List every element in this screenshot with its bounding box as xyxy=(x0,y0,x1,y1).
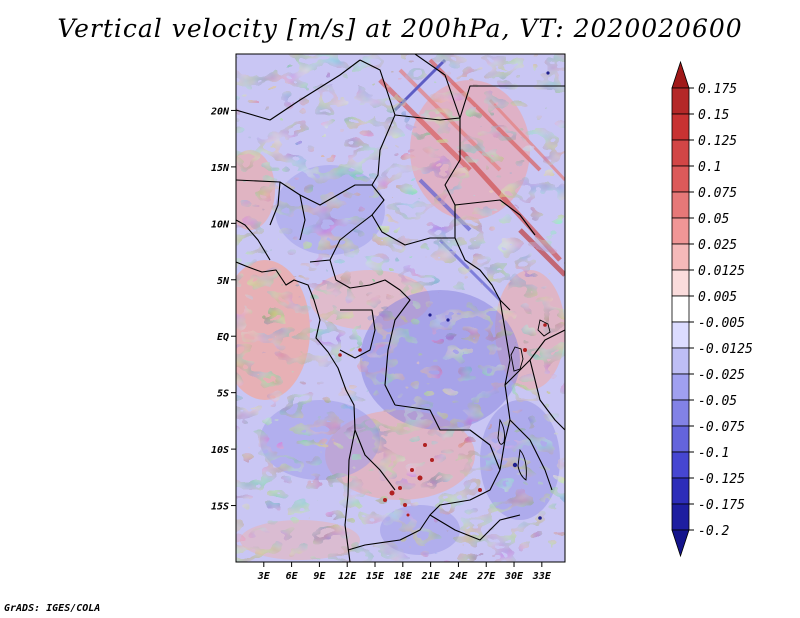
colorbar-swatch xyxy=(671,399,690,427)
lat-tick-label: 15N xyxy=(211,163,230,174)
colorbar: 0.175 0.15 0.125 0.1 0.075 0.05 0.025 0.0125 0.0… xyxy=(671,60,753,558)
country-borders xyxy=(236,54,565,562)
lon-tick-label: 27E xyxy=(476,571,496,582)
colorbar-swatch xyxy=(671,269,690,297)
lon-tick-label: 18E xyxy=(394,571,413,582)
colorbar-swatch xyxy=(671,217,690,245)
colorbar-label: -0.025 xyxy=(698,368,745,383)
colorbar-label: 0.005 xyxy=(698,290,737,305)
colorbar-swatch xyxy=(671,87,690,115)
latitude-axis: 20N 15N 10N 5N EQ 5S 10S 15S xyxy=(210,106,236,513)
colorbar-label: 0.175 xyxy=(698,82,737,97)
lat-tick-label: 15S xyxy=(211,502,229,513)
colorbar-swatch xyxy=(671,451,690,479)
lat-tick-label: 20N xyxy=(210,106,230,117)
colorbar-label: -0.125 xyxy=(698,472,745,487)
map-title: Vertical velocity [m/s] at 200hPa, VT: 2… xyxy=(57,14,743,43)
grads-credit: GrADS: IGES/COLA xyxy=(4,603,101,614)
lat-tick-label: 5N xyxy=(217,276,230,287)
lat-tick-label: 10S xyxy=(211,445,229,456)
lon-tick-label: 9E xyxy=(313,571,326,582)
colorbar-triangle-top xyxy=(671,60,690,89)
lon-tick-label: 30E xyxy=(504,571,524,582)
lon-tick-label: 6E xyxy=(286,571,299,582)
colorbar-label: -0.1 xyxy=(698,446,729,461)
colorbar-swatch xyxy=(671,113,690,141)
longitude-axis: 3E 6E 9E 12E 15E 18E 21E 24E 27E 30E 33E xyxy=(257,562,552,582)
lon-tick-label: 24E xyxy=(448,571,468,582)
colorbar-label: -0.005 xyxy=(698,316,745,331)
plot-frame xyxy=(235,53,566,563)
colorbar-triangle-bottom xyxy=(671,529,690,558)
colorbar-label: -0.0125 xyxy=(698,342,753,357)
lon-tick-label: 3E xyxy=(257,571,271,582)
colorbar-label: -0.2 xyxy=(698,524,729,539)
colorbar-swatch xyxy=(671,243,690,271)
colorbar-swatch xyxy=(671,477,690,505)
lat-tick-label: EQ xyxy=(217,332,229,343)
colorbar-swatch xyxy=(671,295,690,323)
colorbar-swatch xyxy=(671,347,690,375)
colorbar-label: 0.025 xyxy=(698,238,737,253)
map-plot: 20N 15N 10N 5N EQ 5S 10S 15S 3E 6E 9E 12E 15E 18E 21E… xyxy=(210,53,566,582)
colorbar-label: 0.15 xyxy=(698,108,729,123)
lon-tick-label: 15E xyxy=(366,571,385,582)
colorbar-swatch xyxy=(671,425,690,453)
lat-tick-label: 5S xyxy=(217,389,229,400)
lat-tick-label: 10N xyxy=(211,219,230,230)
colorbar-label: 0.0125 xyxy=(698,264,745,279)
colorbar-swatch xyxy=(671,503,690,531)
colorbar-label: 0.05 xyxy=(698,212,729,227)
colorbar-label: 0.075 xyxy=(698,186,737,201)
colorbar-swatch xyxy=(671,139,690,167)
lon-tick-label: 12E xyxy=(338,571,357,582)
colorbar-label: -0.175 xyxy=(698,498,745,513)
colorbar-swatch xyxy=(671,373,690,401)
velocity-field xyxy=(236,54,565,562)
colorbar-swatch xyxy=(671,321,690,349)
colorbar-label: 0.125 xyxy=(698,134,737,149)
lon-tick-label: 33E xyxy=(532,571,552,582)
colorbar-label: -0.05 xyxy=(698,394,737,409)
colorbar-swatch xyxy=(671,191,690,219)
lon-tick-label: 21E xyxy=(421,571,441,582)
colorbar-label: 0.1 xyxy=(698,160,721,175)
colorbar-label: -0.075 xyxy=(698,420,745,435)
colorbar-swatch xyxy=(671,165,690,193)
